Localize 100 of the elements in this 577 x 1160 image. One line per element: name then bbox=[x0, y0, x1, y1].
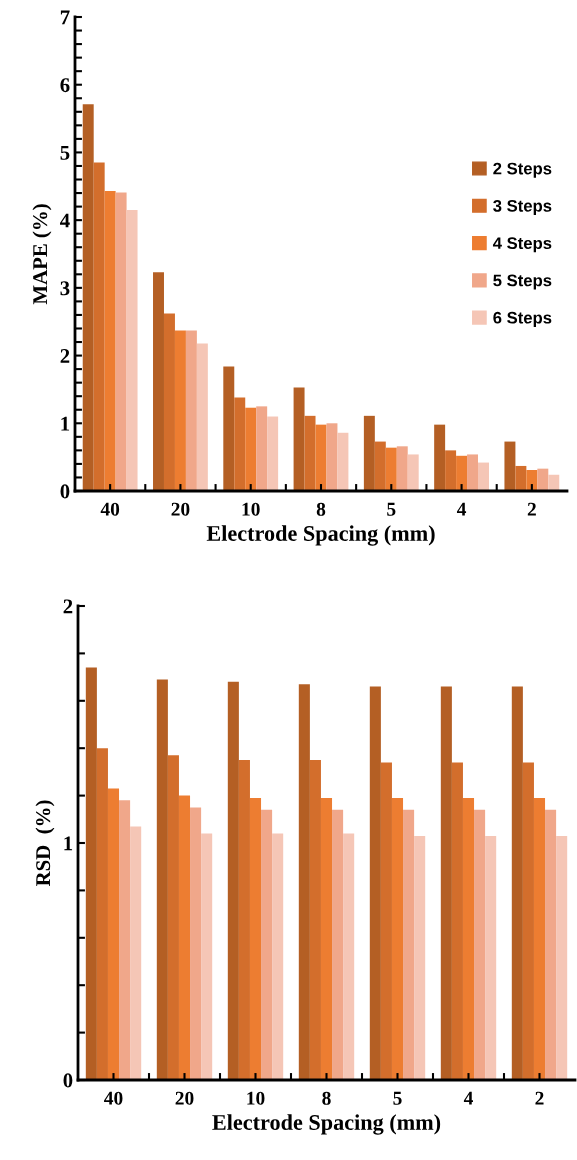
bar bbox=[462, 797, 475, 1080]
bar bbox=[374, 441, 386, 491]
bar bbox=[396, 446, 408, 491]
y-axis-title: MAPE (%) bbox=[32, 204, 52, 305]
y-tick-label: 6 bbox=[60, 78, 70, 93]
bar bbox=[445, 450, 457, 491]
bar bbox=[156, 679, 168, 1080]
bar bbox=[167, 755, 179, 1080]
bar bbox=[82, 104, 94, 491]
bar bbox=[545, 809, 557, 1080]
bar bbox=[298, 684, 310, 1080]
bar bbox=[337, 432, 349, 491]
bar bbox=[272, 833, 284, 1080]
bar bbox=[190, 807, 202, 1080]
bar bbox=[456, 455, 468, 491]
x-tick-label: 20 bbox=[175, 1091, 194, 1105]
y-axis-title: RSD (%) bbox=[35, 800, 55, 887]
bar bbox=[320, 797, 333, 1080]
bar bbox=[533, 797, 546, 1080]
bar bbox=[548, 474, 560, 491]
bar bbox=[85, 667, 97, 1080]
x-tick-label: 5 bbox=[393, 1091, 402, 1105]
bar bbox=[363, 415, 375, 491]
bar bbox=[249, 797, 262, 1080]
y-tick-label: 0 bbox=[63, 1073, 73, 1088]
bar bbox=[119, 800, 131, 1080]
x-tick-label: 8 bbox=[316, 502, 326, 516]
legend-label: 2 Steps bbox=[493, 162, 552, 178]
bar bbox=[414, 835, 426, 1080]
bar bbox=[115, 192, 127, 491]
bar bbox=[451, 762, 463, 1080]
y-tick-label: 5 bbox=[60, 146, 70, 160]
bar bbox=[96, 748, 108, 1080]
bar bbox=[515, 465, 527, 491]
bar bbox=[391, 797, 404, 1080]
bar bbox=[174, 330, 186, 491]
bar bbox=[304, 415, 316, 491]
y-tick-label: 7 bbox=[60, 10, 70, 25]
bar bbox=[478, 462, 489, 491]
bar bbox=[326, 423, 338, 491]
bar bbox=[293, 387, 305, 491]
bar bbox=[185, 330, 197, 491]
x-tick-label: 10 bbox=[247, 1091, 265, 1105]
bar bbox=[238, 760, 250, 1080]
bar bbox=[440, 686, 452, 1080]
bar bbox=[369, 686, 381, 1080]
y-tick-label: 4 bbox=[60, 213, 70, 228]
bar bbox=[522, 762, 534, 1080]
legend-label: 6 Steps bbox=[493, 311, 552, 327]
bar bbox=[556, 835, 568, 1080]
bar bbox=[234, 397, 246, 491]
y-tick-label: 2 bbox=[63, 599, 73, 614]
bar bbox=[227, 681, 239, 1080]
x-tick-label: 8 bbox=[322, 1091, 331, 1105]
x-axis-title: Electrode Spacing (mm) bbox=[212, 1114, 441, 1135]
legend-label: 5 Steps bbox=[493, 274, 552, 290]
bar bbox=[178, 795, 191, 1080]
bar bbox=[403, 809, 415, 1080]
bar bbox=[267, 416, 279, 491]
legend-label: 4 Steps bbox=[492, 237, 552, 253]
bar bbox=[385, 447, 397, 491]
x-tick-label: 40 bbox=[100, 502, 120, 516]
bar bbox=[223, 366, 235, 491]
y-tick-label: 1 bbox=[64, 836, 73, 851]
bar bbox=[315, 424, 327, 491]
bar bbox=[511, 686, 523, 1080]
bar bbox=[126, 209, 138, 491]
y-tick-label: 0 bbox=[60, 484, 70, 499]
bar bbox=[526, 470, 538, 491]
legend-label: 3 Steps bbox=[493, 199, 552, 216]
bar bbox=[407, 454, 419, 491]
bar bbox=[485, 835, 497, 1080]
x-tick-label: 4 bbox=[463, 1091, 473, 1105]
x-tick-label: 2 bbox=[535, 1091, 544, 1105]
bar bbox=[256, 406, 268, 491]
y-tick-label: 2 bbox=[60, 349, 70, 363]
x-axis-title: Electrode Spacing (mm) bbox=[206, 525, 435, 546]
x-tick-label: 2 bbox=[527, 502, 536, 516]
y-tick-label: 1 bbox=[61, 416, 70, 431]
bar bbox=[130, 826, 142, 1080]
bar bbox=[309, 760, 321, 1080]
bar bbox=[93, 162, 105, 491]
x-tick-label: 5 bbox=[387, 502, 396, 516]
bar bbox=[332, 809, 344, 1080]
x-tick-label: 4 bbox=[456, 502, 467, 516]
bar bbox=[245, 407, 257, 491]
bar bbox=[434, 424, 446, 491]
x-tick-label: 10 bbox=[242, 502, 260, 516]
bar bbox=[196, 343, 208, 491]
bar bbox=[380, 762, 392, 1080]
bar bbox=[504, 441, 516, 491]
x-tick-label: 20 bbox=[171, 502, 190, 516]
bar bbox=[467, 454, 479, 491]
bar bbox=[343, 833, 355, 1080]
x-tick-label: 40 bbox=[104, 1091, 123, 1105]
bar bbox=[153, 272, 164, 491]
y-tick-label: 3 bbox=[60, 281, 70, 296]
bar bbox=[163, 313, 175, 491]
bar bbox=[104, 191, 116, 491]
bar bbox=[107, 788, 120, 1080]
